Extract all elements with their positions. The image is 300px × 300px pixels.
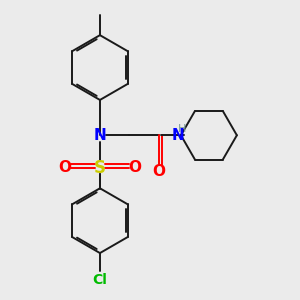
Text: Cl: Cl <box>92 273 107 286</box>
Text: S: S <box>94 159 106 177</box>
Text: H: H <box>178 124 187 134</box>
Text: O: O <box>152 164 165 179</box>
Text: O: O <box>59 160 72 175</box>
Text: O: O <box>128 160 141 175</box>
Text: N: N <box>172 128 184 143</box>
Text: N: N <box>94 128 106 143</box>
